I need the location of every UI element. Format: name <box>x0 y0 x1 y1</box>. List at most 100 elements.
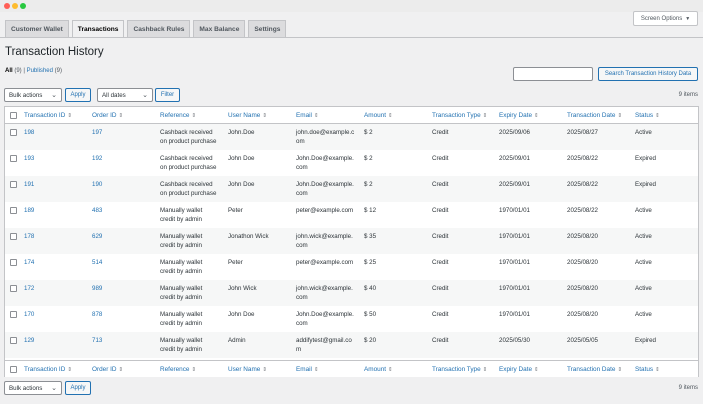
select-all-checkbox[interactable] <box>10 112 17 119</box>
cell-transaction-id[interactable]: 193 <box>24 155 35 162</box>
col-transaction-date-footer[interactable]: Transaction Date ⇕ <box>567 366 622 373</box>
row-checkbox[interactable] <box>10 259 17 266</box>
cell-transaction-type: Credit <box>432 181 449 188</box>
cell-reference: Manually wallet credit by admin <box>160 232 202 250</box>
cell-reference-line2: credit by admin <box>160 216 202 223</box>
row-checkbox[interactable] <box>10 337 17 344</box>
cell-email-line1: addifytest@gmail.co <box>296 337 352 344</box>
cell-user-name: Peter <box>228 259 243 266</box>
minimize-window-icon[interactable] <box>12 3 18 9</box>
cell-reference: Manually wallet credit by admin <box>160 310 202 328</box>
search-button[interactable]: Search Transaction History Data <box>598 67 698 81</box>
filter-button[interactable]: Filter <box>155 88 180 102</box>
dates-select[interactable]: All dates ⌄ <box>97 88 153 102</box>
cell-order-id[interactable]: 878 <box>92 311 103 318</box>
cell-user-name: Jonathon Wick <box>228 233 269 240</box>
col-expiry-date[interactable]: Expiry Date ⇕ <box>499 112 539 119</box>
col-email-footer[interactable]: Email ⇕ <box>296 366 319 373</box>
view-all-link[interactable]: All <box>5 68 13 74</box>
col-transaction-type[interactable]: Transaction Type ⇕ <box>432 112 487 119</box>
cell-reference-line2: credit by admin <box>160 346 202 353</box>
row-checkbox[interactable] <box>10 311 17 318</box>
cell-order-id[interactable]: 483 <box>92 207 103 214</box>
col-reference[interactable]: Reference ⇕ <box>160 112 196 119</box>
cell-email-line2: com <box>296 164 308 171</box>
sort-arrows-icon: ⇕ <box>313 367 319 373</box>
row-checkbox[interactable] <box>10 233 17 240</box>
cell-transaction-id[interactable]: 174 <box>24 259 35 266</box>
tab-settings[interactable]: Settings <box>248 20 287 37</box>
cell-transaction-id[interactable]: 198 <box>24 129 35 136</box>
col-transaction-id[interactable]: Transaction ID ⇕ <box>24 112 72 119</box>
col-reference-footer[interactable]: Reference ⇕ <box>160 366 196 373</box>
row-checkbox[interactable] <box>10 129 17 136</box>
col-user-name[interactable]: User Name ⇕ <box>228 112 267 119</box>
view-published-link[interactable]: Published <box>26 68 53 74</box>
table-footer: Transaction ID ⇕ Order ID ⇕ Reference ⇕ Use… <box>5 360 698 377</box>
bulk-actions-select-bottom[interactable]: Bulk actions ⌄ <box>4 381 62 395</box>
cell-order-id[interactable]: 629 <box>92 233 103 240</box>
col-label: Transaction Type <box>432 366 481 373</box>
tab-customer-wallet[interactable]: Customer Wallet <box>5 20 69 37</box>
cell-user-name: John Doe <box>228 181 255 188</box>
row-checkbox[interactable] <box>10 155 17 162</box>
select-all-checkbox-footer[interactable] <box>10 366 17 373</box>
bulk-actions-select-top[interactable]: Bulk actions ⌄ <box>4 88 62 102</box>
cell-reference-line1: Manually wallet <box>160 233 203 240</box>
chevron-down-icon: ⌄ <box>51 92 57 99</box>
cell-amount: $ 2 <box>364 181 373 188</box>
col-user-name-footer[interactable]: User Name ⇕ <box>228 366 267 373</box>
col-transaction-type-footer[interactable]: Transaction Type ⇕ <box>432 366 487 373</box>
close-window-icon[interactable] <box>4 3 10 9</box>
cell-transaction-id[interactable]: 170 <box>24 311 35 318</box>
col-transaction-date[interactable]: Transaction Date ⇕ <box>567 112 622 119</box>
cell-reference: Manually wallet credit by admin <box>160 284 202 302</box>
col-transaction-id-footer[interactable]: Transaction ID ⇕ <box>24 366 72 373</box>
cell-amount: $ 25 <box>364 259 377 266</box>
cell-user-name: Peter <box>228 207 243 214</box>
col-expiry-date-footer[interactable]: Expiry Date ⇕ <box>499 366 539 373</box>
screen-options-button[interactable]: Screen Options ▼ <box>633 11 698 26</box>
cell-expiry-date: 2025/09/01 <box>499 155 530 162</box>
col-amount-footer[interactable]: Amount ⇕ <box>364 366 393 373</box>
col-email[interactable]: Email ⇕ <box>296 112 319 119</box>
cell-order-id[interactable]: 190 <box>92 181 103 188</box>
tab-cashback-rules[interactable]: Cashback Rules <box>127 20 191 37</box>
row-checkbox[interactable] <box>10 181 17 188</box>
cell-transaction-id[interactable]: 178 <box>24 233 35 240</box>
row-checkbox[interactable] <box>10 285 17 292</box>
cell-email: peter@example.com <box>296 258 353 267</box>
cell-transaction-id[interactable]: 172 <box>24 285 35 292</box>
cell-order-id[interactable]: 713 <box>92 337 103 344</box>
col-order-id-footer[interactable]: Order ID ⇕ <box>92 366 123 373</box>
col-order-id[interactable]: Order ID ⇕ <box>92 112 123 119</box>
col-label: Transaction Date <box>567 366 616 373</box>
col-status[interactable]: Status ⇕ <box>635 112 660 119</box>
cell-order-id[interactable]: 514 <box>92 259 103 266</box>
tab-max-balance[interactable]: Max Balance <box>193 20 246 37</box>
cell-transaction-id[interactable]: 189 <box>24 207 35 214</box>
cell-order-id[interactable]: 197 <box>92 129 103 136</box>
cell-order-id[interactable]: 989 <box>92 285 103 292</box>
col-label: Transaction ID <box>24 366 66 373</box>
cell-transaction-id[interactable]: 191 <box>24 181 35 188</box>
col-label: Transaction ID <box>24 112 66 119</box>
view-filters: All (9) | Published (9) <box>5 68 62 74</box>
cell-transaction-id[interactable]: 129 <box>24 337 35 344</box>
cell-amount: $ 50 <box>364 311 377 318</box>
cell-reference-line1: Cashback received <box>160 129 213 136</box>
cell-reference-line1: Cashback received <box>160 181 213 188</box>
search-input[interactable] <box>513 67 593 81</box>
cell-transaction-date: 2025/08/22 <box>567 181 598 188</box>
tab-transactions[interactable]: Transactions <box>71 20 125 38</box>
cell-transaction-date: 2025/08/27 <box>567 129 598 136</box>
col-status-footer[interactable]: Status ⇕ <box>635 366 660 373</box>
row-checkbox[interactable] <box>10 207 17 214</box>
cell-amount: $ 40 <box>364 285 377 292</box>
cell-reference: Cashback received on product purchase <box>160 128 216 146</box>
apply-button-bottom[interactable]: Apply <box>65 381 91 395</box>
zoom-window-icon[interactable] <box>20 3 26 9</box>
cell-order-id[interactable]: 192 <box>92 155 103 162</box>
col-amount[interactable]: Amount ⇕ <box>364 112 393 119</box>
apply-button-top[interactable]: Apply <box>65 88 91 102</box>
